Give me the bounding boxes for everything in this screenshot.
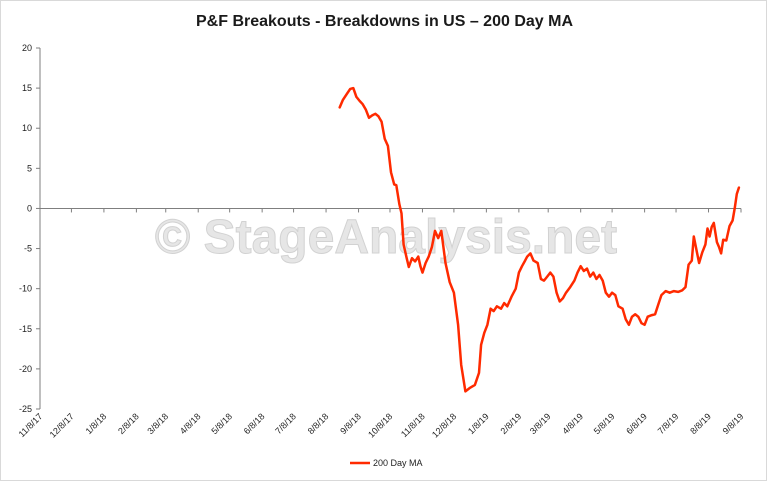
x-tick-label: 5/8/18	[209, 411, 234, 436]
x-tick-label: 7/8/18	[273, 411, 298, 436]
x-tick-label: 5/8/19	[592, 411, 617, 436]
x-tick-label: 10/8/18	[366, 411, 394, 439]
y-tick-label: -20	[19, 364, 32, 374]
x-tick-label: 4/8/18	[178, 411, 203, 436]
x-tick-label: 9/8/19	[721, 411, 746, 436]
x-tick-label: 1/8/19	[466, 411, 491, 436]
y-tick-label: -10	[19, 284, 32, 294]
x-tick-label: 11/8/18	[399, 411, 427, 439]
series-line	[338, 86, 741, 393]
y-tick-label: 15	[22, 83, 32, 93]
x-tick-label: 2/8/19	[499, 411, 524, 436]
x-tick-label: 9/8/18	[338, 411, 363, 436]
y-tick-label: 0	[27, 203, 32, 213]
y-tick-label: 10	[22, 123, 32, 133]
y-tick-label: -25	[19, 404, 32, 414]
chart-title: P&F Breakouts - Breakdowns in US – 200 D…	[196, 13, 573, 30]
x-tick-label: 8/8/18	[306, 411, 331, 436]
x-tick-label: 6/8/18	[242, 411, 267, 436]
x-tick-label: 12/8/18	[430, 411, 458, 439]
x-tick-label: 12/8/17	[48, 411, 76, 439]
x-tick-label: 4/8/19	[560, 411, 585, 436]
x-tick-label: 11/8/17	[17, 411, 45, 439]
x-tick-label: 2/8/18	[116, 411, 141, 436]
y-tick-label: 5	[27, 163, 32, 173]
x-tick-label: 8/8/19	[688, 411, 713, 436]
legend-label: 200 Day MA	[373, 458, 423, 468]
x-tick-label: 3/8/19	[528, 411, 553, 436]
y-tick-label: -15	[19, 324, 32, 334]
x-tick-label: 3/8/18	[145, 411, 170, 436]
y-tick-label: -5	[24, 244, 32, 254]
x-tick-label: 6/8/19	[624, 411, 649, 436]
x-tick-label: 1/8/18	[84, 411, 109, 436]
x-tick-label: 7/8/19	[656, 411, 681, 436]
y-tick-label: 20	[22, 43, 32, 53]
watermark: © StageAnalysis.net	[155, 211, 617, 264]
